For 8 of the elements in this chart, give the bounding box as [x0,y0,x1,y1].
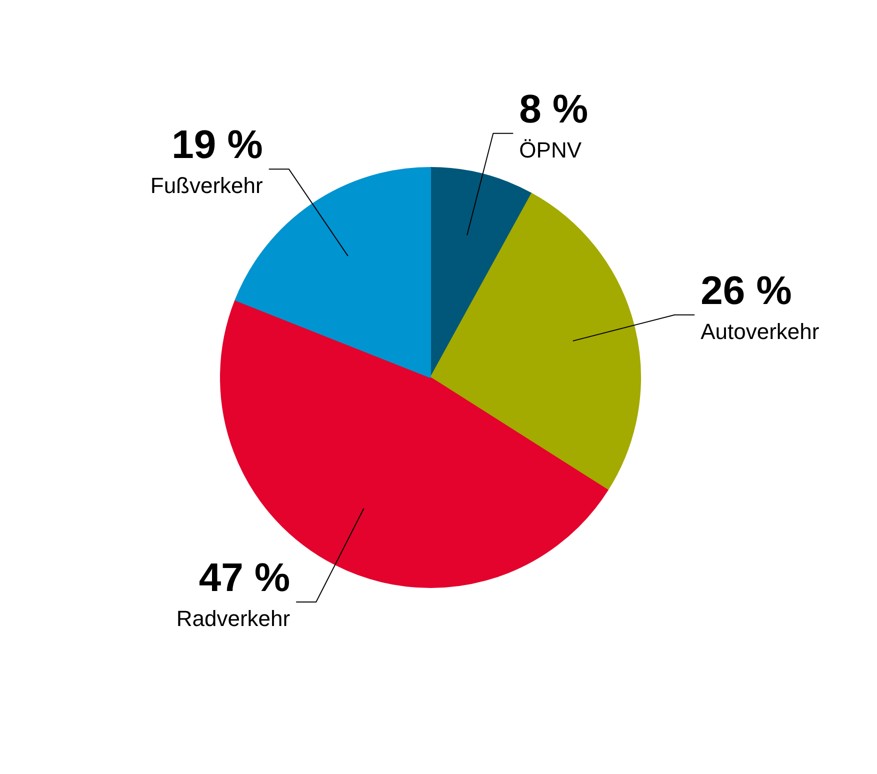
data-label: 8 % [519,87,588,132]
slice-label: ÖPNV [519,137,582,162]
slice-label: Autoverkehr [700,318,820,344]
slice-label: Radverkehr [176,606,290,632]
data-label: 19 % [172,123,263,168]
data-label: 47 % [198,556,290,600]
slice-label: Fußverkehr [150,173,263,198]
data-label: 26 % [700,268,792,313]
